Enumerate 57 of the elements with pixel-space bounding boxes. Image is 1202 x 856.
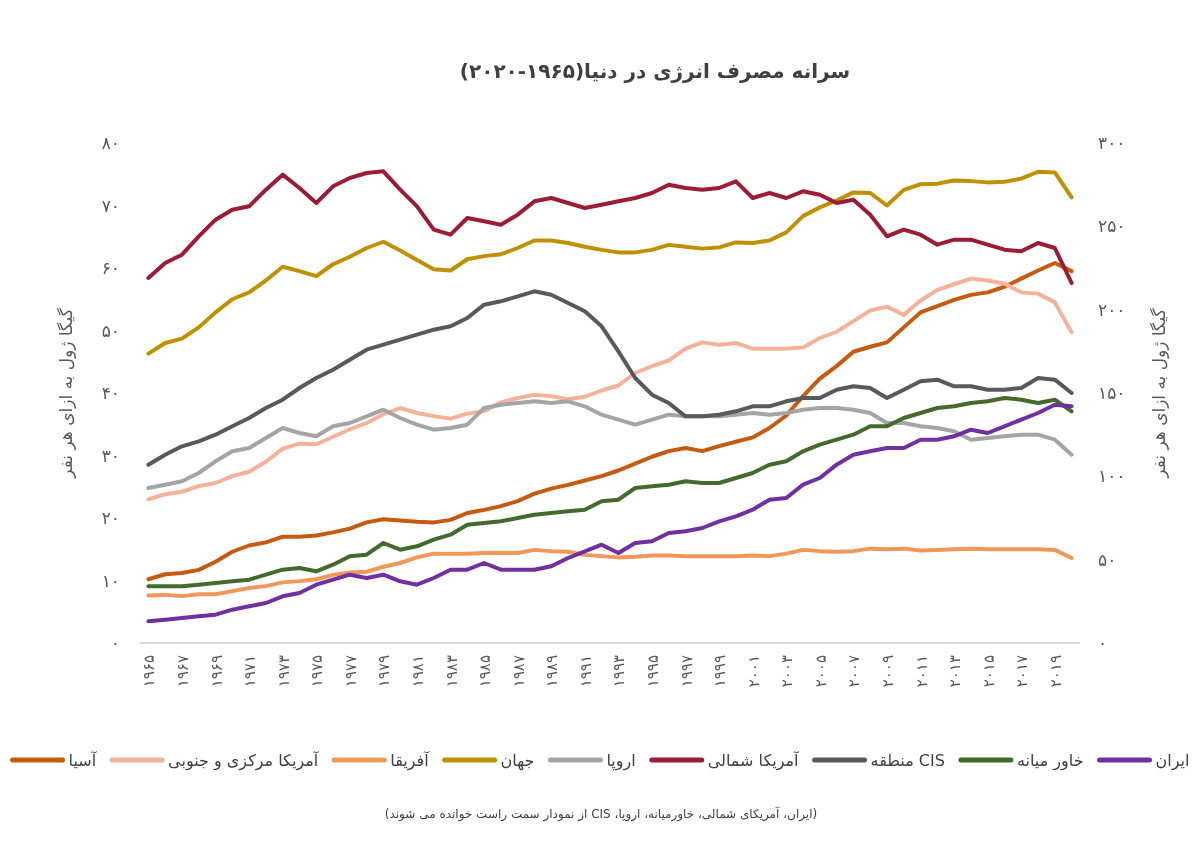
legend-label: آسیا — [68, 751, 98, 770]
x-tick-label: ۱۹۹۳ — [610, 655, 629, 688]
y2-tick-label: ۲۰۰ — [1098, 299, 1126, 320]
x-tick-label: ۱۹۸۳ — [442, 655, 461, 688]
legend-label: اروپا — [606, 751, 636, 771]
y-tick-label: ۶۰ — [101, 258, 120, 278]
y-tick-label: ۵۰ — [101, 320, 120, 341]
legend-label: آفریقا — [390, 751, 431, 771]
x-tick-label: ۱۹۹۱ — [576, 655, 595, 688]
x-tick-label: ۱۹۸۵ — [476, 655, 495, 688]
x-tick-label: ۱۹۸۱ — [408, 655, 427, 688]
x-tick-label: ۱۹۹۵ — [643, 655, 662, 688]
x-tick-label: ۱۹۷۹ — [375, 655, 394, 688]
x-tick-label: ۱۹۷۷ — [341, 655, 360, 688]
x-tick-label: ۲۰۰۳ — [778, 655, 797, 688]
x-tick-label: ۱۹۸۷ — [509, 655, 528, 688]
y2-tick-label: ۰ — [1098, 633, 1108, 653]
x-tick-label: ۲۰۰۷ — [845, 655, 864, 688]
y-tick-label: ۴۰ — [101, 383, 120, 403]
title: سرانه مصرف انرژی در دنیا(۱۹۶۵-۲۰۲۰) — [459, 59, 851, 83]
x-tick-label: ۲۰۰۹ — [878, 655, 897, 688]
y2-tick-label: ۱۵۰ — [1098, 383, 1126, 403]
y-tick-label: ۸۰ — [101, 133, 120, 153]
x-tick-label: ۱۹۶۵ — [140, 655, 159, 688]
y-tick-label: ۱۰ — [101, 570, 120, 591]
x-tick-label: ۲۰۱۷ — [1013, 655, 1032, 688]
x-tick-label: ۲۰۱۱ — [912, 655, 931, 688]
y2-tick-label: ۵۰ — [1098, 549, 1117, 570]
x-tick-label: ۱۹۹۷ — [677, 655, 696, 688]
x-tick-label: ۱۹۹۹ — [711, 655, 730, 688]
text: (ایران، آمریکای شمالی، خاورمیانه، اروپا، CIS از نمودار سمت راست خوانده می شوند) — [384, 806, 818, 822]
x-tick-label: ۲۰۱۳ — [946, 655, 965, 688]
legend-label: آمریکا مرکزی و جنوبی — [168, 751, 320, 771]
x-tick-label: ۲۰۰۱ — [744, 655, 763, 688]
x-tick-label: ۱۹۷۵ — [308, 655, 327, 688]
y-tick-label: ۲۰ — [101, 508, 120, 528]
legend-label: جهان — [500, 751, 535, 771]
x-tick-label: ۱۹۶۷ — [173, 655, 192, 688]
y-tick-label: ۷۰ — [101, 195, 120, 216]
y2-tick-label: ۲۵۰ — [1098, 216, 1126, 237]
y-axis-title: گیگا ژول به ازای هر نفر — [56, 307, 76, 479]
x-tick-label: ۱۹۶۹ — [207, 655, 226, 688]
x-tick-label: ۲۰۱۹ — [1046, 655, 1065, 688]
legend-label: منطقه CIS — [870, 751, 945, 770]
x-tick-label: ۱۹۷۳ — [274, 655, 293, 688]
y-tick-label: ۳۰ — [101, 445, 120, 466]
legend-label: خاور میانه — [1016, 751, 1084, 771]
x-tick-label: ۲۰۱۵ — [979, 655, 998, 688]
x-tick-label: ۲۰۰۵ — [811, 655, 830, 688]
legend-label: ایران — [1155, 751, 1190, 771]
y-tick-label: ۰ — [110, 633, 120, 653]
x-tick-label: ۱۹۷۱ — [241, 655, 260, 688]
x-tick-label: ۱۹۸۹ — [543, 655, 562, 688]
legend-label: آمریکا شمالی — [707, 751, 801, 771]
y2-axis-title: گیگا ژول به ازای هر نفر — [1149, 307, 1169, 479]
y2-tick-label: ۳۰۰ — [1098, 133, 1126, 153]
y2-tick-label: ۱۰۰ — [1098, 466, 1126, 487]
